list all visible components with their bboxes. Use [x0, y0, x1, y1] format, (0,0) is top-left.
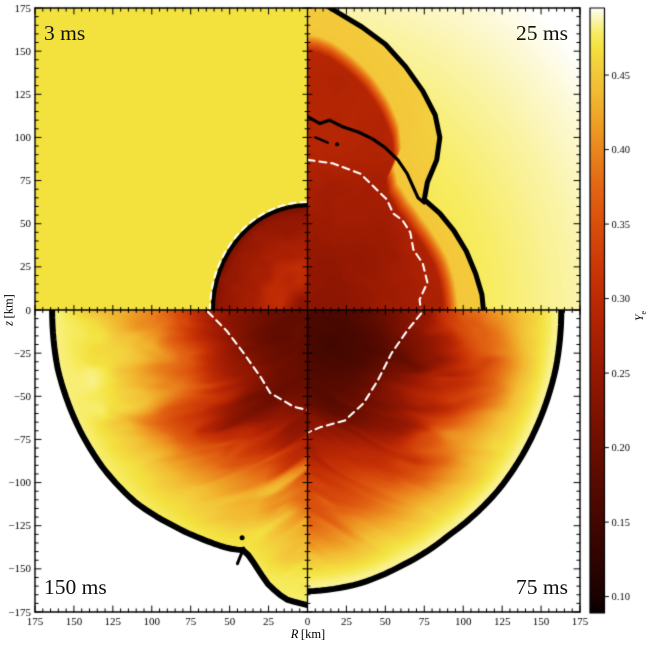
y-axis-unit: [km]: [1, 294, 16, 319]
x-axis-label: R [km]: [291, 627, 325, 642]
time-label-75ms: 75 ms: [516, 575, 568, 599]
y-axis-label: z [km]: [2, 294, 17, 326]
colorbar-variable: Y: [633, 314, 646, 322]
time-label-25ms: 25 ms: [516, 21, 568, 45]
time-label-150ms: 150 ms: [44, 575, 107, 599]
time-label-3ms: 3 ms: [44, 21, 86, 45]
x-axis-unit: [km]: [300, 627, 326, 641]
colorbar-variable-subscript: e: [639, 310, 648, 315]
y-axis-variable: z: [1, 320, 16, 326]
colorbar-label: Ye: [634, 311, 648, 321]
x-axis-variable: R: [290, 627, 299, 641]
